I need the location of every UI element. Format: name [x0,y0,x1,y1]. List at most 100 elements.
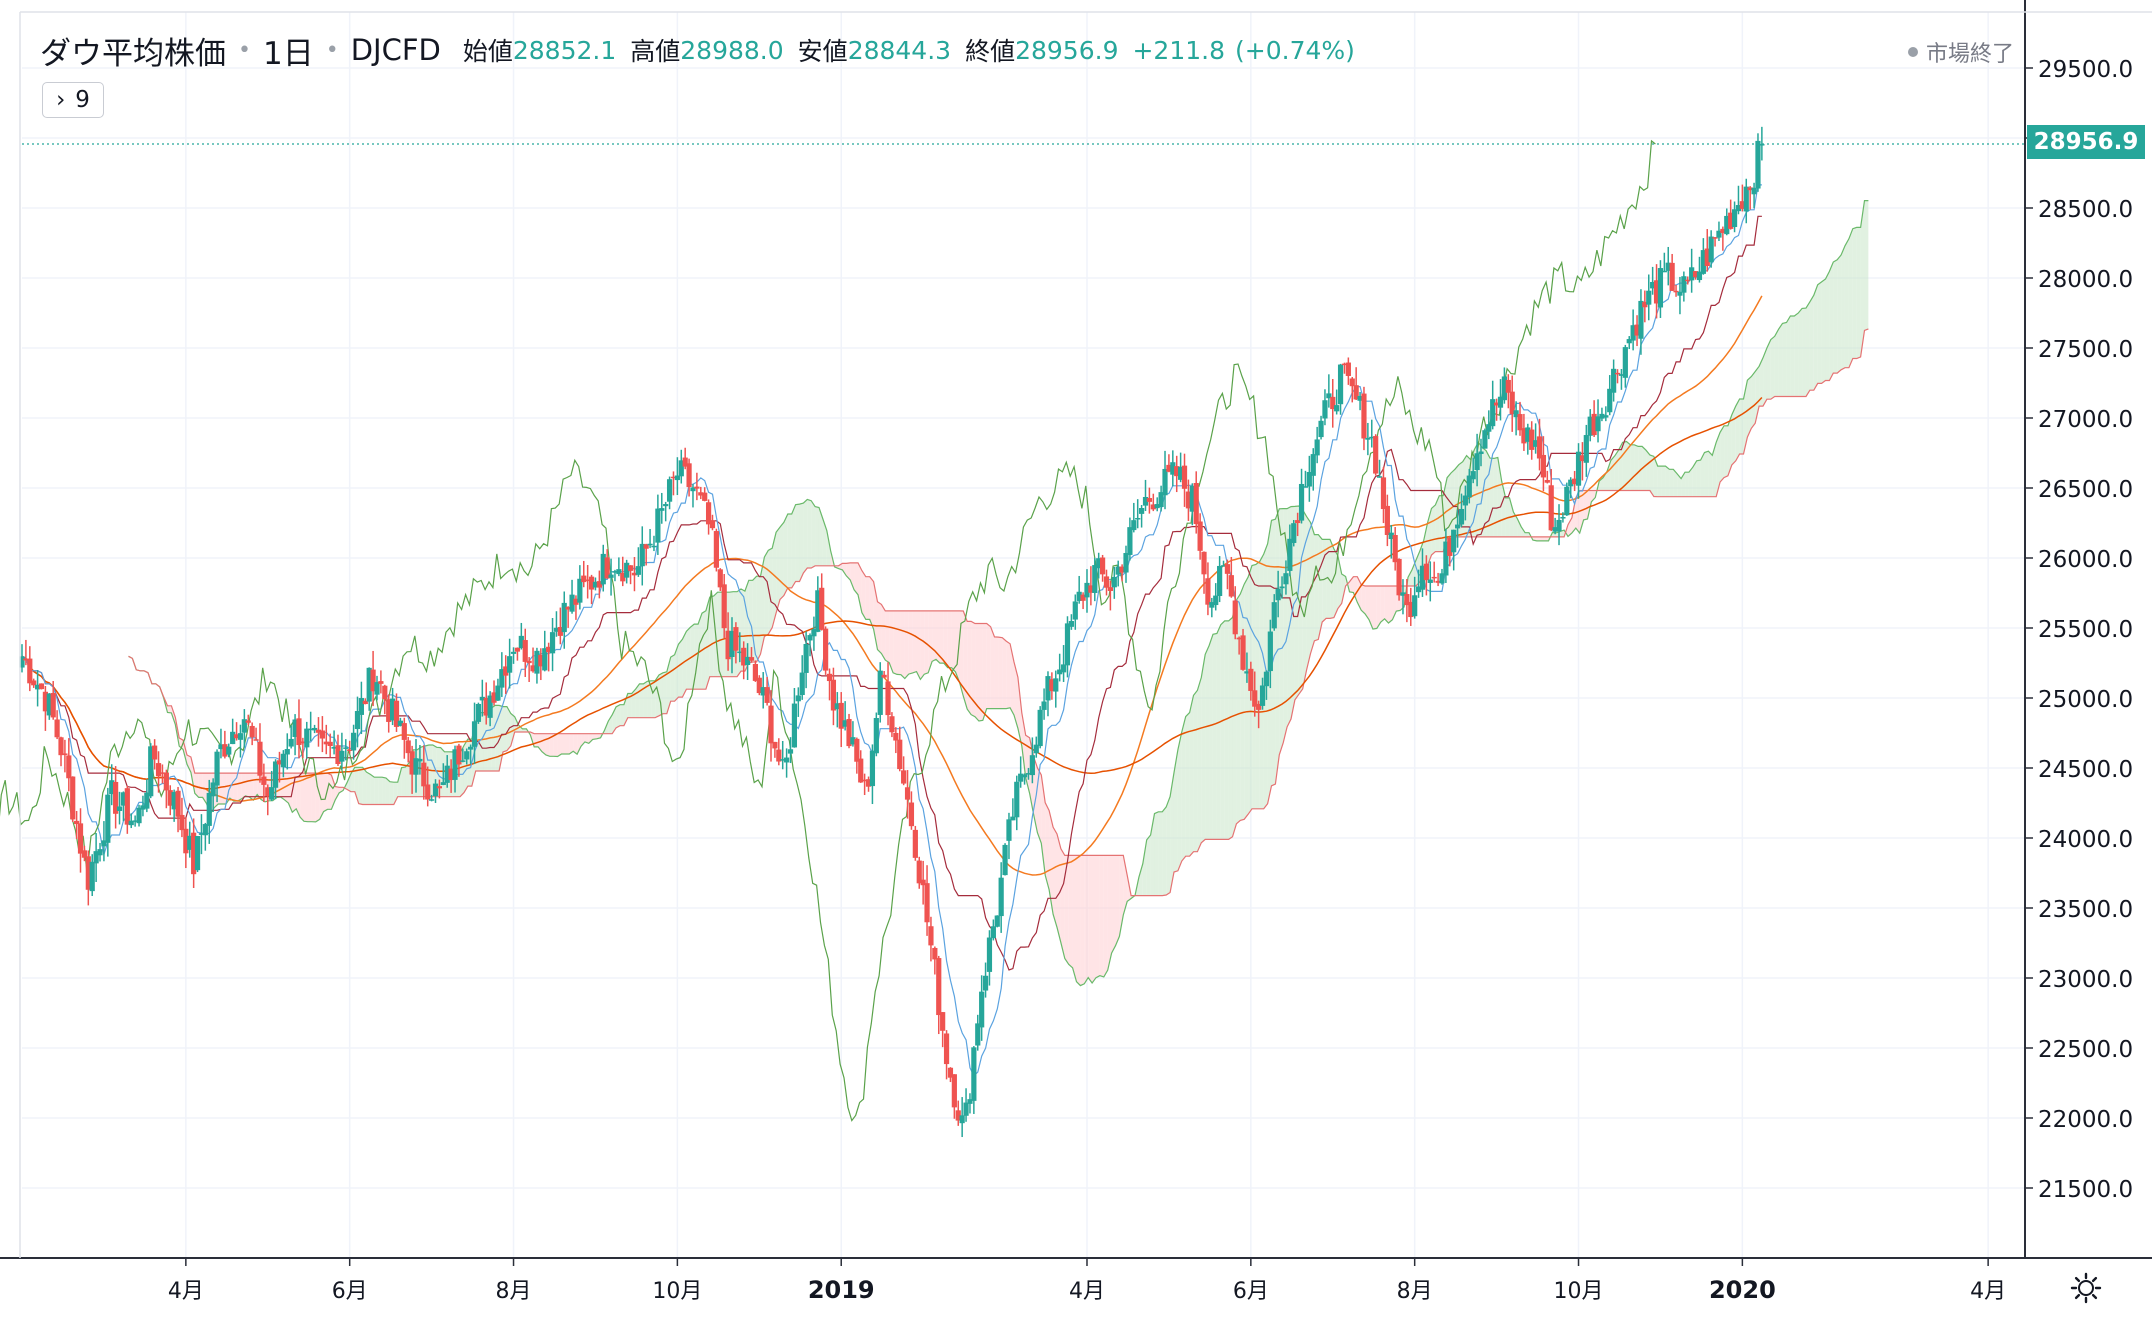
candle-down [705,502,712,525]
candle-up [440,782,446,785]
candle-down [62,753,68,755]
cloud-segment [662,671,667,714]
candle-down [370,669,376,692]
ticker-label[interactable]: DJCFD [350,33,441,67]
candle-down [1345,362,1351,376]
candle-down [889,716,895,733]
cloud-segment [1099,855,1104,977]
candle-down [1205,578,1211,605]
candle-down [1232,600,1238,635]
candle-up [1689,267,1695,281]
candle-up [1677,291,1683,296]
candle-down [522,640,528,662]
candle-up [1622,347,1628,378]
candle-down [854,738,860,762]
cloud-segment [670,654,675,702]
candle-down [74,820,80,825]
cloud-segment [1626,441,1631,491]
candle-up [109,780,115,795]
cloud-segment [1482,447,1487,537]
candle-down [1536,436,1543,459]
candle-up [799,672,805,696]
candle-up [1259,685,1266,706]
candle-up [93,851,99,864]
cloud-segment [932,610,937,662]
cloud-segment [975,623,979,721]
candle-down [748,657,755,661]
candle-up [1029,755,1035,776]
cloud-segment [1185,712,1190,857]
cloud-segment [1731,406,1736,465]
cloud-segment [1739,398,1744,455]
cloud-segment [1571,497,1576,534]
candle-down [725,630,731,660]
candle-down [503,666,509,676]
cloud-segment [1435,495,1440,552]
candle-up [561,602,567,633]
candle-up [1154,504,1160,509]
candle-up [1478,451,1484,454]
candle-up [495,685,501,701]
cloud-segment [378,777,383,805]
candle-down [421,762,427,787]
candle-down [1544,479,1550,483]
senkou-span-b-line [128,328,1869,897]
candle-up [292,719,298,737]
candle-up [1755,140,1761,189]
cloud-segment [904,610,909,679]
candle-up [803,643,809,673]
timeframe-label[interactable]: 1日 [262,35,314,72]
candle-up [1033,744,1039,754]
cloud-segment [382,777,386,805]
cloud-segment [854,562,858,595]
cloud-segment [1790,315,1795,397]
cloud-segment [1224,620,1229,840]
candle-up [1474,453,1480,471]
cloud-segment [1353,576,1358,603]
time-tick-label: 4月 [1970,1279,2006,1304]
candle-down [300,741,306,744]
time-tick-label: 6月 [1233,1279,1269,1304]
cloud-segment [760,557,765,655]
indicators-toggle-button[interactable]: › 9 [42,82,104,118]
candle-down [1712,237,1718,239]
candle-down [819,587,825,630]
candle-up [339,750,345,762]
candle-down [573,598,579,605]
settings-button[interactable] [2068,1270,2104,1306]
candle-down [382,685,388,700]
chikou-line [0,139,1656,1122]
candle-up [1439,573,1445,584]
candle-down [113,781,119,814]
candle-up [1412,595,1418,617]
symbol-name[interactable]: ダウ平均株価 [40,35,226,72]
candle-up [1025,773,1032,775]
cloud-segment [565,733,570,755]
candle-down [448,768,454,781]
cloud-segment [1607,460,1611,491]
cloud-segment [1778,323,1783,397]
cloud-segment [370,774,375,805]
candle-down [124,788,130,825]
cloud-segment [397,767,402,797]
price-tick-label: 23500.0 [2038,897,2133,923]
cloud-segment [1638,446,1643,491]
candle-down [296,718,302,746]
cloud-segment [1138,863,1143,896]
candle-down [514,647,521,652]
candle-down [721,584,727,629]
candle-down [1529,429,1535,450]
cloud-segment [1587,490,1592,519]
candle-down [378,681,384,684]
cloud-segment [1337,555,1342,609]
cloud-segment [1053,827,1057,928]
cloud-segment [1833,259,1838,374]
candle-up [1068,620,1074,627]
cloud-segment [1770,336,1775,400]
candle-down [526,660,532,664]
cloud-segment [1209,634,1213,840]
candle-up [663,504,669,507]
candle-up [1263,671,1270,687]
candle-up [1759,144,1765,146]
